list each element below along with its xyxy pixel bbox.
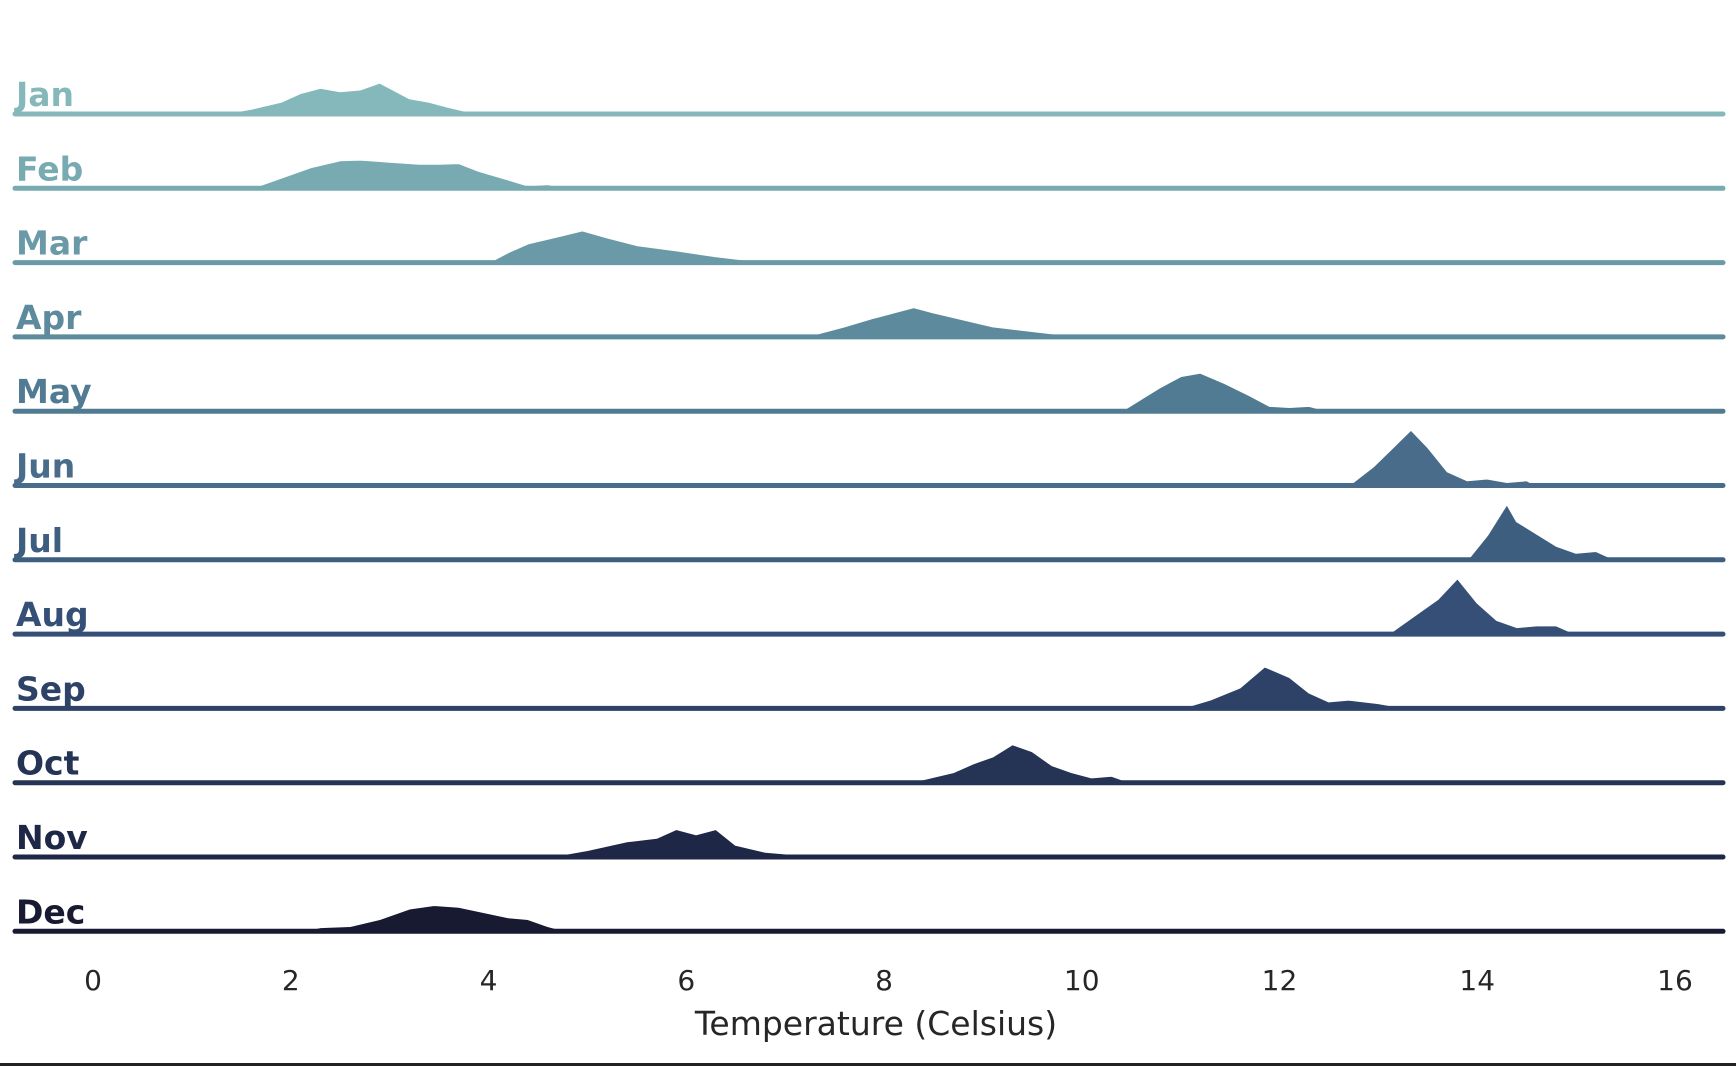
row-label-jul: Jul	[14, 521, 63, 560]
row-label-may: May	[16, 372, 92, 411]
ridge-nov: Nov	[12, 818, 1726, 860]
row-label-jun: Jun	[14, 447, 75, 486]
ridge-area-oct	[883, 743, 1133, 784]
ridge-apr: Apr	[12, 298, 1726, 340]
x-tick-label-8: 8	[875, 964, 893, 997]
row-label-dec: Dec	[16, 892, 85, 931]
x-tick-label-6: 6	[677, 964, 695, 997]
ridge-area-sep	[1179, 665, 1409, 710]
row-label-apr: Apr	[16, 298, 82, 337]
ridge-area-jun	[1347, 428, 1538, 487]
ridge-dec: Dec	[12, 892, 1726, 934]
ridge-jan: Jan	[12, 75, 1726, 117]
ridge-sep: Sep	[12, 665, 1726, 711]
x-axis: 0 2 4 6 8 10 12 14 16 Temperature (Celsius)	[84, 964, 1693, 1043]
x-tick-label-2: 2	[282, 964, 300, 997]
x-tick-label-4: 4	[480, 964, 498, 997]
x-tick-label-12: 12	[1262, 964, 1298, 997]
row-label-mar: Mar	[16, 224, 88, 263]
x-tick-label-0: 0	[84, 964, 102, 997]
ridge-area-dec	[299, 904, 569, 933]
ridge-jun: Jun	[12, 428, 1726, 488]
row-label-nov: Nov	[16, 818, 88, 857]
ridge-area-mar	[487, 229, 787, 264]
x-tick-label-14: 14	[1459, 964, 1495, 997]
ridge-oct: Oct	[12, 743, 1726, 786]
row-label-oct: Oct	[16, 744, 80, 783]
ridge-area-jul	[1466, 502, 1617, 561]
row-label-sep: Sep	[16, 669, 86, 708]
row-label-jan: Jan	[14, 75, 74, 114]
ridge-area-feb	[250, 158, 569, 190]
ridge-area-may	[1120, 371, 1330, 413]
ridge-feb: Feb	[12, 149, 1726, 191]
ridge-area-jan	[220, 81, 480, 115]
row-label-aug: Aug	[16, 595, 89, 634]
bottom-border	[0, 1063, 1736, 1066]
ridge-mar: Mar	[12, 224, 1726, 266]
ridge-may: May	[12, 371, 1726, 414]
ridge-area-apr	[803, 306, 1083, 338]
ridge-jul: Jul	[12, 502, 1726, 563]
ridge-aug: Aug	[12, 577, 1726, 637]
x-tick-label-16: 16	[1657, 964, 1693, 997]
x-axis-title: Temperature (Celsius)	[694, 1004, 1057, 1043]
x-tick-label-10: 10	[1064, 964, 1100, 997]
ridge-area-nov	[546, 828, 846, 858]
ridge-area-aug	[1387, 577, 1578, 636]
row-label-feb: Feb	[16, 149, 83, 188]
